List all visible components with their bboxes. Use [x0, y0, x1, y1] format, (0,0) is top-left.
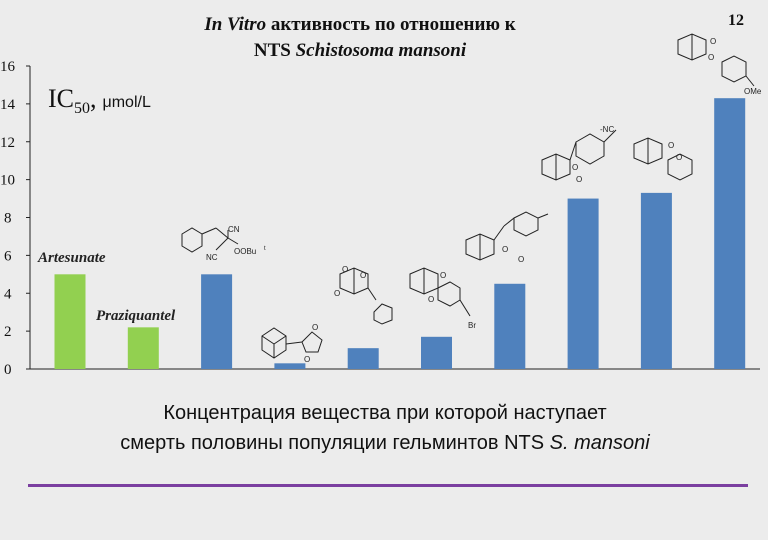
- y-tick-label: 10: [0, 173, 15, 189]
- y-tick-label: 4: [4, 286, 12, 302]
- svg-text:O: O: [708, 53, 714, 62]
- bar-10: [714, 98, 746, 369]
- structure-4: O O: [261, 323, 323, 364]
- y-tick-label: 6: [4, 248, 12, 264]
- title-rest: активность по отношению к: [266, 14, 516, 35]
- structure-7: O O: [465, 211, 549, 264]
- svg-text:O: O: [502, 245, 508, 254]
- bar-1: [54, 274, 86, 369]
- svg-text:O: O: [360, 271, 366, 280]
- svg-text:O: O: [710, 37, 716, 46]
- y-tick-label: 8: [4, 211, 12, 227]
- bar-7: [494, 283, 526, 369]
- structure-10: O O OMe: [677, 33, 762, 96]
- structure-5: O O O: [334, 265, 393, 325]
- svg-text:NC: NC: [206, 253, 218, 262]
- svg-text:O: O: [304, 355, 310, 364]
- structure-6: O O Br: [409, 267, 476, 330]
- title-line2-italic: Schistosoma mansoni: [295, 40, 467, 61]
- bar-4: [274, 363, 306, 369]
- svg-text:O: O: [440, 271, 446, 280]
- svg-text:OMe: OMe: [744, 87, 762, 96]
- svg-text:Br: Br: [468, 321, 476, 330]
- chart-title: In Vitro активность по отношению к NTS S…: [120, 12, 600, 64]
- divider-line: [28, 484, 748, 487]
- svg-text:O: O: [668, 141, 674, 150]
- bar-9: [640, 192, 672, 369]
- svg-text:OOBu: OOBu: [234, 247, 256, 256]
- caption: Концентрация вещества при которой наступ…: [40, 398, 730, 458]
- caption-species: S. mansoni: [549, 432, 650, 454]
- bar-2: [127, 327, 159, 369]
- bar-label-2: Praziquantel: [96, 308, 176, 324]
- y-tick-label: 12: [0, 135, 15, 151]
- svg-text:O: O: [518, 255, 524, 264]
- title-italic: In Vitro: [204, 14, 267, 35]
- bar-label-1: Artesunate: [37, 250, 106, 266]
- structure-8: -NC O O: [541, 125, 617, 184]
- svg-text:O: O: [428, 295, 434, 304]
- bar-6: [421, 336, 452, 369]
- svg-text:O: O: [572, 163, 578, 172]
- caption-line-1: Концентрация вещества при которой наступ…: [163, 402, 607, 424]
- caption-line-2: смерть половины популяции гельминтов NTS: [120, 432, 550, 454]
- title-line2-prefix: NTS: [253, 40, 296, 61]
- svg-text:O: O: [576, 175, 582, 184]
- svg-text:O: O: [342, 265, 348, 274]
- svg-text:O: O: [676, 153, 682, 162]
- svg-text:O: O: [312, 323, 318, 332]
- y-tick-label: 2: [4, 324, 12, 340]
- structure-9: O O: [633, 137, 693, 181]
- svg-text:t: t: [264, 246, 266, 252]
- y-tick-label: 14: [0, 97, 16, 113]
- y-tick-label: 16: [0, 59, 16, 75]
- y-tick-label: 0: [4, 362, 12, 378]
- bar-8: [567, 198, 599, 369]
- page-number: 12: [728, 12, 744, 29]
- bar-5: [347, 348, 379, 369]
- svg-text:CN: CN: [228, 225, 240, 234]
- structure-3: CN NC OOBu t: [181, 225, 266, 262]
- svg-text:O: O: [334, 289, 340, 298]
- bar-3: [201, 274, 233, 369]
- y-axis-label: IC50, μmol/L: [48, 84, 151, 118]
- svg-text:-NC: -NC: [600, 125, 614, 134]
